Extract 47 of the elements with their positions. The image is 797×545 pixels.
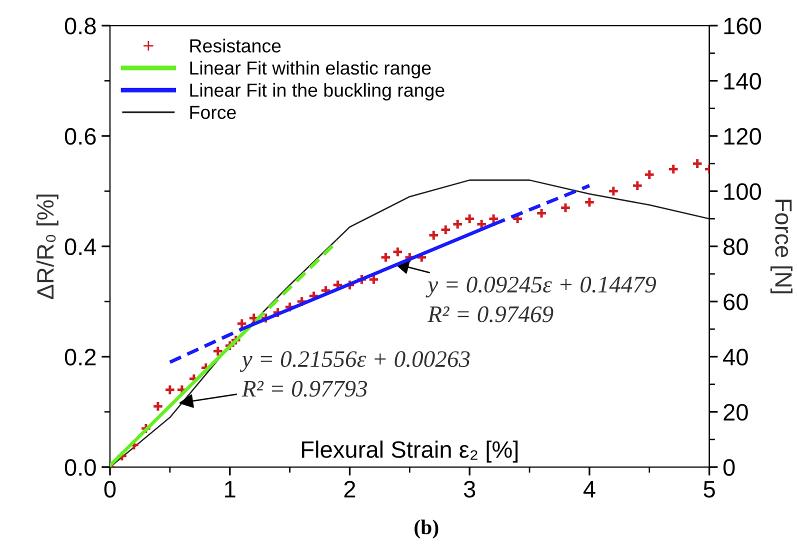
- y-tick-label: 0.6: [64, 128, 96, 145]
- x-tick-label: 5: [704, 481, 715, 498]
- point: [452, 218, 464, 230]
- legend-label: Linear Fit within elastic range: [190, 60, 431, 78]
- x-axis-title: Flexural Strain ε₂ [%]: [302, 440, 518, 463]
- legend-label: Resistance: [190, 38, 281, 53]
- point: [644, 168, 656, 180]
- x-tick-label: 0: [104, 480, 116, 498]
- x-tick-label: 2: [344, 480, 356, 498]
- point: [428, 230, 440, 241]
- point: [380, 252, 392, 264]
- point: [212, 346, 224, 357]
- point: [608, 186, 620, 197]
- point: [668, 163, 680, 175]
- y-tick-label: 0.4: [64, 238, 96, 256]
- point: [164, 384, 176, 396]
- x-tick-label: 3: [464, 480, 476, 498]
- x-tick-label: 4: [583, 481, 596, 498]
- point: [560, 202, 572, 214]
- legend-label: Force: [190, 106, 236, 120]
- y-axis-title: ΔR/R₀ [%]: [36, 194, 58, 300]
- y2-axis-title: Force [N]: [770, 200, 792, 294]
- y2-tick-label: 100: [724, 183, 761, 200]
- y-tick-label: 0.0: [64, 459, 96, 476]
- point: [584, 196, 596, 208]
- y2-tick-label: 40: [723, 348, 748, 366]
- point: [632, 180, 644, 192]
- y2-tick-label: 60: [724, 294, 748, 310]
- legend-label: Linear Fit in the buckling range: [190, 83, 444, 101]
- point: [392, 246, 404, 258]
- point: [692, 158, 703, 170]
- point: [440, 224, 452, 236]
- y2-tick-label: 140: [724, 72, 761, 90]
- y2-tick-label: 160: [724, 18, 761, 34]
- y2-tick-label: 0: [723, 459, 735, 476]
- point: [464, 213, 476, 224]
- y2-tick-label: 80: [724, 238, 748, 256]
- y-tick-label: 0.2: [64, 348, 96, 366]
- text: (b): [414, 520, 438, 539]
- point: [536, 208, 548, 219]
- annotation: y = 0.09245ε + 0.14479 R² = 0.97469: [426, 276, 656, 322]
- y2-tick-label: 20: [724, 404, 748, 421]
- y-tick-label: 0.8: [64, 18, 96, 34]
- point: [152, 400, 164, 412]
- annotation: y = 0.21556ε + 0.00263 R² = 0.97793: [240, 351, 470, 397]
- x-tick-label: 1: [225, 481, 236, 498]
- y2-tick-label: 120: [724, 128, 761, 145]
